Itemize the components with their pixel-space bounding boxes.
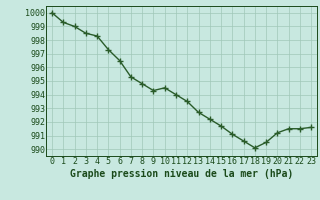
X-axis label: Graphe pression niveau de la mer (hPa): Graphe pression niveau de la mer (hPa) [70, 169, 293, 179]
